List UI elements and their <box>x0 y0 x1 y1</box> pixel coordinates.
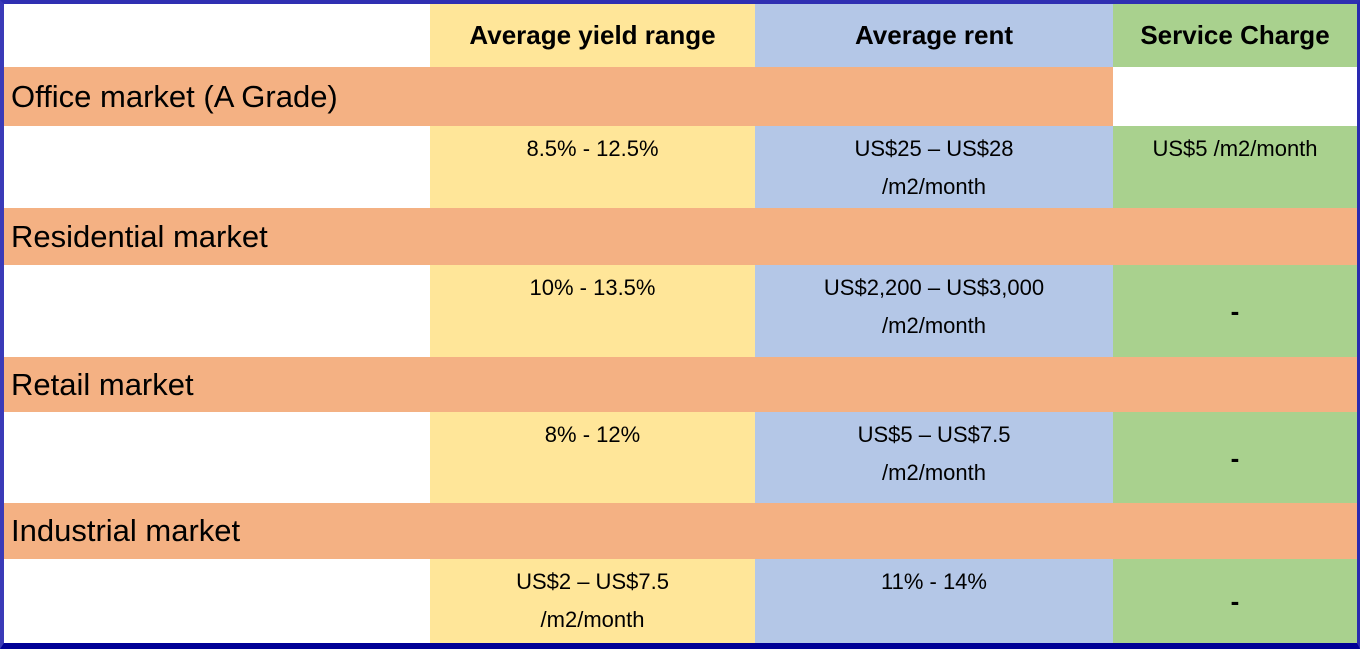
cell-line: US$2 – US$7.5 <box>516 569 669 594</box>
cell-line: 11% - 14% <box>881 569 987 594</box>
section-title-office-market: Office market (A Grade) <box>4 67 1113 126</box>
retail-rent-cell: US$5 – US$7.5 /m2/month <box>755 412 1113 503</box>
spacer-cell <box>4 126 430 208</box>
retail-service-charge-cell: - <box>1113 412 1357 503</box>
cell-line: 8.5% - 12.5% <box>526 136 659 161</box>
residential-rent-cell: US$2,200 – US$3,000 /m2/month <box>755 265 1113 357</box>
spacer-cell <box>1113 67 1357 126</box>
cell-line: US$2,200 – US$3,000 <box>823 275 1045 300</box>
spacer-cell <box>4 412 430 503</box>
retail-yield-cell: 8% - 12% <box>430 412 755 503</box>
cell-line: US$5 /m2/month <box>1152 136 1318 161</box>
cell-line: /m2/month <box>882 460 986 485</box>
spacer-cell <box>4 265 430 357</box>
section-title-industrial-market: Industrial market <box>4 503 1357 559</box>
section-title-residential-market: Residential market <box>4 208 1357 265</box>
residential-yield-cell: 10% - 13.5% <box>430 265 755 357</box>
cell-line: US$25 – US$28 <box>854 136 1014 161</box>
industrial-rent-cell: 11% - 14% <box>755 559 1113 643</box>
residential-service-charge-cell: - <box>1113 265 1357 357</box>
industrial-service-charge-cell: - <box>1113 559 1357 643</box>
office-rent-cell: US$25 – US$28 /m2/month <box>755 126 1113 208</box>
industrial-yield-cell: US$2 – US$7.5 /m2/month <box>430 559 755 643</box>
cell-line: 10% - 13.5% <box>529 275 656 300</box>
cell-line: /m2/month <box>882 313 986 338</box>
cell-line: US$5 – US$7.5 <box>857 422 1011 447</box>
office-service-charge-cell: US$5 /m2/month <box>1113 126 1357 208</box>
cell-line: /m2/month <box>540 607 645 632</box>
header-service-charge: Service Charge <box>1113 4 1357 67</box>
header-average-rent: Average rent <box>755 4 1113 67</box>
header-average-yield-range: Average yield range <box>430 4 755 67</box>
office-yield-cell: 8.5% - 12.5% <box>430 126 755 208</box>
header-empty-cell <box>4 4 430 67</box>
cell-line: /m2/month <box>882 174 986 199</box>
spacer-cell <box>4 559 430 643</box>
cell-line: 8% - 12% <box>544 422 641 447</box>
section-title-retail-market: Retail market <box>4 357 1357 412</box>
